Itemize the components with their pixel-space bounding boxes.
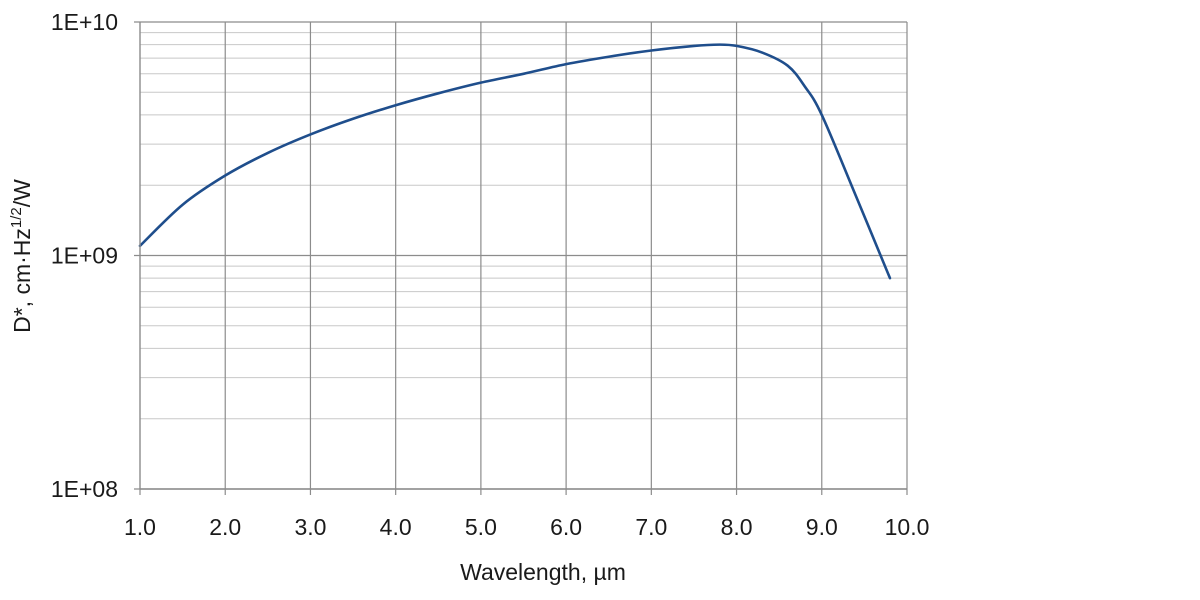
series-line-0 xyxy=(138,43,892,280)
y-axis-title-suffix: /W xyxy=(9,179,35,207)
axes xyxy=(139,22,908,495)
x-tick-label: 9.0 xyxy=(806,514,838,540)
x-tick-label: 10.0 xyxy=(885,514,930,540)
y-tick-labels: 1E+08 1E+09 1E+10 xyxy=(51,9,118,502)
y-tick-label: 1E+09 xyxy=(51,243,118,269)
major-gridlines xyxy=(134,21,908,490)
x-axis-title: Wavelength, µm xyxy=(460,559,626,585)
x-tick-labels: 1.0 2.0 3.0 4.0 5.0 6.0 7.0 8.0 9.0 10.0 xyxy=(124,514,929,540)
series-layer xyxy=(138,43,892,280)
y-axis-title: D*, cm·Hz1/2/W xyxy=(8,179,35,333)
y-axis-title-prefix: D*, cm·Hz xyxy=(9,228,35,333)
y-axis-title-superscript: 1/2 xyxy=(8,207,25,228)
x-tick-label: 4.0 xyxy=(380,514,412,540)
x-tick-label: 2.0 xyxy=(209,514,241,540)
y-tick-label: 1E+10 xyxy=(51,9,118,35)
y-tick-label: 1E+08 xyxy=(51,476,118,502)
x-tick-label: 3.0 xyxy=(294,514,326,540)
x-tick-label: 8.0 xyxy=(721,514,753,540)
x-tick-label: 6.0 xyxy=(550,514,582,540)
x-tick-label: 5.0 xyxy=(465,514,497,540)
x-tick-label: 1.0 xyxy=(124,514,156,540)
x-tick-label: 7.0 xyxy=(635,514,667,540)
minor-gridlines xyxy=(140,32,907,420)
